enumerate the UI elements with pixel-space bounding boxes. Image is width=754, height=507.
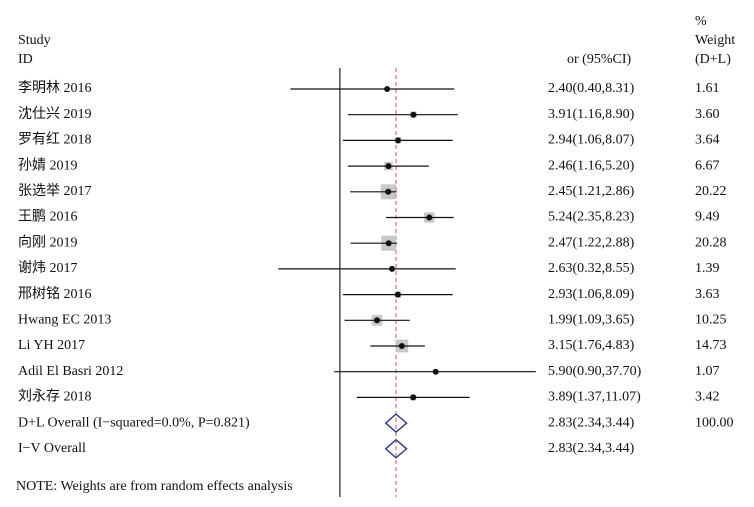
estimate-label: 2.63(0.32,8.55) [548, 261, 635, 276]
estimate-label: 2.40(0.40,8.31) [548, 81, 635, 96]
estimate-label: 2.83(2.34,3.44) [548, 415, 635, 430]
point-estimate [394, 291, 401, 298]
estimate-label: 2.47(1.22,2.88) [548, 235, 635, 250]
study-name: 王鹏 2016 [18, 209, 78, 225]
overall-diamond [384, 438, 408, 459]
note: NOTE: Weights are from random effects an… [16, 479, 293, 494]
weight-label: 1.61 [695, 81, 720, 96]
weight-label: 3.60 [695, 107, 720, 122]
weight-label: 20.22 [695, 184, 727, 199]
weight-label: 3.63 [695, 287, 720, 302]
point-estimate [389, 265, 396, 272]
weight-label: 3.64 [695, 133, 720, 148]
study-name: 李明林 2016 [18, 80, 92, 96]
overall-name: I−V Overall [18, 441, 86, 456]
study-name: 刘永存 2018 [18, 389, 92, 405]
point-estimate [410, 394, 417, 401]
study-name: 谢炜 2017 [18, 260, 78, 276]
weight-label: 3.42 [695, 390, 720, 405]
header-id: ID [18, 52, 33, 67]
point-estimate [432, 368, 439, 375]
estimate-label: 2.46(1.16,5.20) [548, 158, 635, 173]
header-estimate: or (95%CI) [567, 52, 631, 67]
estimate-label: 2.94(1.06,8.07) [548, 133, 635, 148]
header-method: (D+L) [695, 52, 731, 67]
point-estimate [374, 317, 381, 324]
point-estimate [398, 343, 405, 349]
overall-name: D+L Overall (I−squared=0.0%, P=0.821) [18, 415, 250, 430]
study-name: 向刚 2019 [18, 234, 78, 250]
weight-label: 10.25 [695, 313, 727, 328]
header-weight: Weight [695, 33, 735, 48]
estimate-label: 5.24(2.35,8.23) [548, 210, 635, 225]
estimate-label: 2.45(1.21,2.86) [548, 184, 635, 199]
study-name: 沈仕兴 2019 [18, 106, 92, 122]
estimate-label: 1.99(1.09,3.65) [548, 313, 635, 328]
overall-diamond [384, 413, 408, 434]
estimate-label: 3.91(1.16,8.90) [548, 107, 635, 122]
weight-label: 100.00 [695, 415, 734, 430]
weight-label: 1.39 [695, 261, 720, 276]
estimate-label: 3.89(1.37,11.07) [548, 390, 641, 405]
point-estimate [385, 188, 392, 195]
header-study: Study [18, 33, 51, 48]
point-estimate [410, 111, 417, 118]
estimate-label: 5.90(0.90,37.70) [548, 364, 642, 379]
study-name: Li YH 2017 [18, 338, 85, 353]
weight-label: 14.73 [695, 338, 727, 353]
header-pct: % [695, 14, 707, 29]
point-estimate [384, 86, 391, 92]
estimate-label: 2.83(2.34,3.44) [548, 441, 635, 456]
study-name: Adil El Basri 2012 [18, 364, 123, 379]
weight-label: 1.07 [695, 364, 720, 379]
weight-label: 9.49 [695, 210, 720, 225]
estimate-label: 3.15(1.76,4.83) [548, 338, 635, 353]
study-name: 张选举 2017 [18, 183, 92, 199]
point-estimate [426, 214, 433, 221]
point-estimate [395, 137, 402, 144]
study-name: 孙婧 2019 [18, 157, 78, 173]
point-estimate [385, 163, 392, 170]
study-name: 罗有红 2018 [18, 132, 92, 148]
study-name: 邢树铭 2016 [18, 286, 92, 302]
weight-label: 20.28 [695, 235, 727, 250]
study-name: Hwang EC 2013 [18, 313, 111, 328]
weight-label: 6.67 [695, 158, 720, 173]
point-estimate [385, 240, 392, 247]
estimate-label: 2.93(1.06,8.09) [548, 287, 635, 302]
